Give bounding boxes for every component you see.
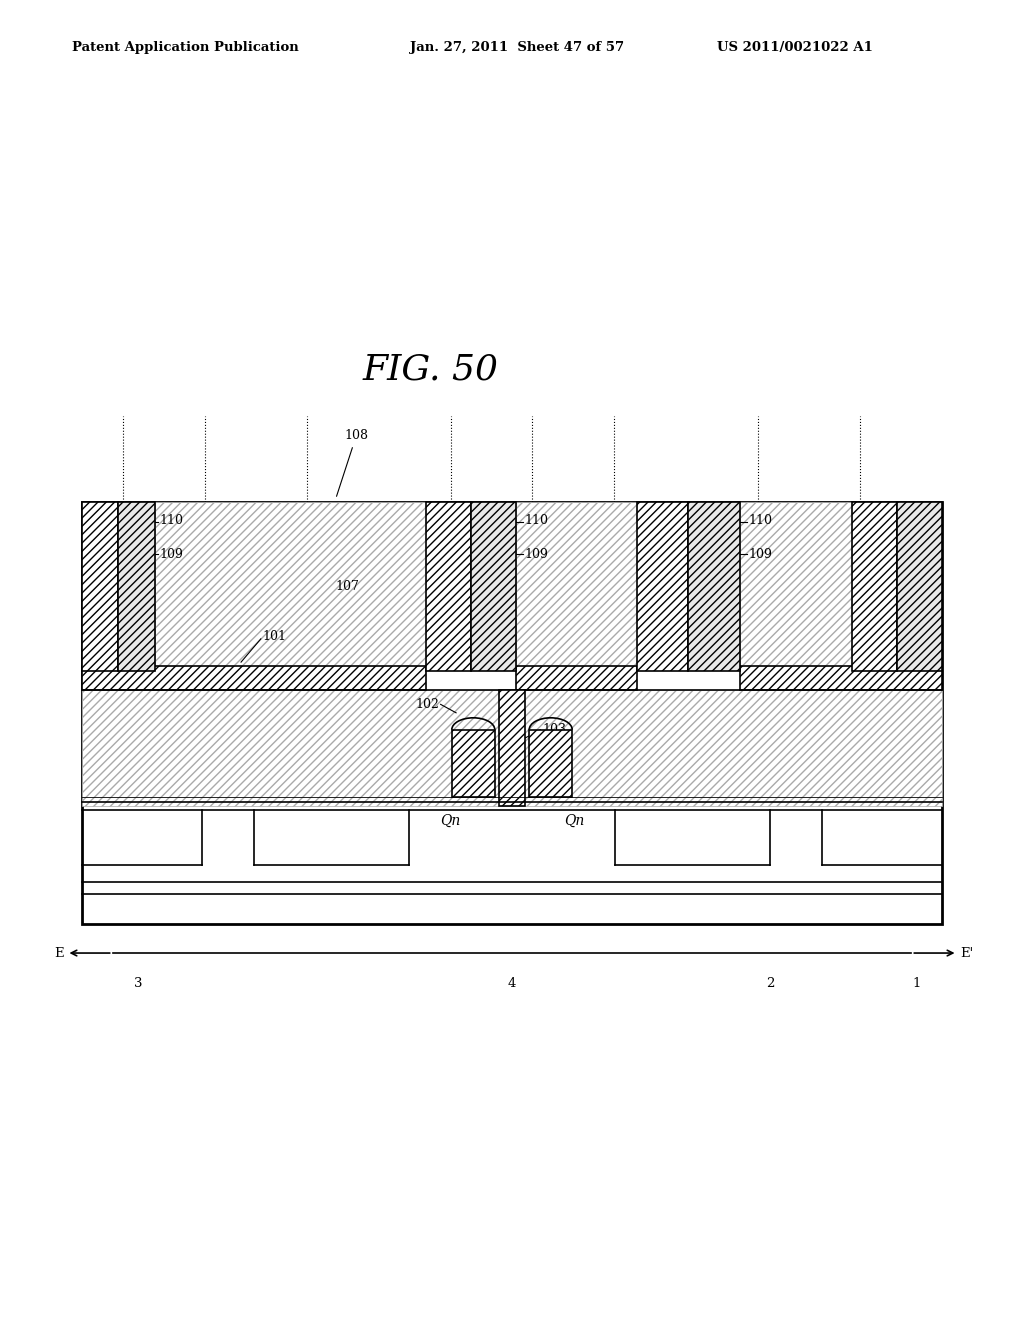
Text: 110: 110 xyxy=(160,513,183,527)
Bar xyxy=(637,502,688,671)
Bar xyxy=(119,502,155,671)
Text: Patent Application Publication: Patent Application Publication xyxy=(72,41,298,54)
Bar xyxy=(516,667,637,689)
Bar xyxy=(426,502,471,671)
Text: 2: 2 xyxy=(766,977,774,990)
Bar xyxy=(155,502,426,671)
Text: 101: 101 xyxy=(262,630,287,643)
Bar xyxy=(82,502,119,671)
Text: 1: 1 xyxy=(912,977,921,990)
Text: 110: 110 xyxy=(749,513,772,527)
Bar xyxy=(740,502,852,671)
Text: E: E xyxy=(54,946,63,960)
Text: Qn: Qn xyxy=(440,813,460,828)
Bar xyxy=(82,502,942,924)
Text: 109: 109 xyxy=(160,548,183,561)
Bar xyxy=(452,730,495,797)
Text: E': E' xyxy=(961,946,974,960)
Text: FIG. 50: FIG. 50 xyxy=(362,352,498,387)
Bar xyxy=(852,502,897,671)
Bar xyxy=(897,502,942,671)
Bar xyxy=(740,667,942,689)
Text: 110: 110 xyxy=(525,513,549,527)
Bar xyxy=(471,502,516,671)
Text: Qn: Qn xyxy=(564,813,584,828)
Bar xyxy=(82,667,426,689)
Text: 107: 107 xyxy=(336,579,359,593)
Text: 4: 4 xyxy=(508,977,516,990)
Bar xyxy=(516,502,637,671)
Bar xyxy=(688,502,740,671)
Bar xyxy=(82,689,942,805)
Text: 108: 108 xyxy=(337,429,369,496)
Text: 109: 109 xyxy=(749,548,772,561)
Bar xyxy=(499,689,525,805)
Bar xyxy=(529,730,572,797)
Text: Jan. 27, 2011  Sheet 47 of 57: Jan. 27, 2011 Sheet 47 of 57 xyxy=(410,41,624,54)
Text: 102: 102 xyxy=(415,698,439,711)
Text: 3: 3 xyxy=(133,977,142,990)
Text: 103: 103 xyxy=(542,723,566,737)
Text: US 2011/0021022 A1: US 2011/0021022 A1 xyxy=(717,41,872,54)
Text: 109: 109 xyxy=(525,548,549,561)
